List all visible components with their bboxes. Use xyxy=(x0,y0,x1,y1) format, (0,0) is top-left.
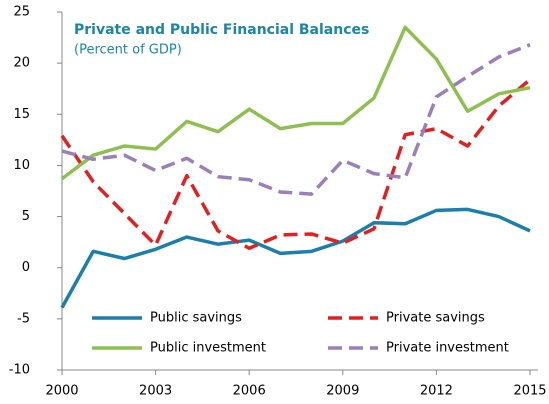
y-tick-label: 15 xyxy=(13,107,30,122)
x-tick-label: 2012 xyxy=(420,384,453,399)
y-tick-label: 0 xyxy=(22,260,30,275)
x-tick-label: 2009 xyxy=(326,384,359,399)
x-tick-label: 2000 xyxy=(45,384,78,399)
legend-label: Public investment xyxy=(150,341,266,356)
x-tick-label: 2015 xyxy=(513,384,546,399)
y-tick-label: 5 xyxy=(22,209,30,224)
x-tick-label: 2006 xyxy=(233,384,266,399)
series-line xyxy=(60,207,531,309)
series-line xyxy=(60,78,532,251)
legend-label: Private savings xyxy=(386,311,485,326)
series-line xyxy=(61,43,531,196)
series-line xyxy=(60,25,531,181)
y-tick-label: 10 xyxy=(13,158,30,173)
y-tick-label: -5 xyxy=(17,311,30,326)
legend-label: Public savings xyxy=(150,311,242,326)
y-tick-label: -10 xyxy=(9,363,30,378)
y-tick-label: 25 xyxy=(13,5,30,20)
x-tick-label: 2003 xyxy=(139,384,172,399)
legend-label: Private investment xyxy=(386,341,509,356)
chart-title: Private and Public Financial Balances xyxy=(74,22,369,38)
chart-subtitle: (Percent of GDP) xyxy=(74,43,182,58)
y-tick-label: 20 xyxy=(13,56,30,71)
